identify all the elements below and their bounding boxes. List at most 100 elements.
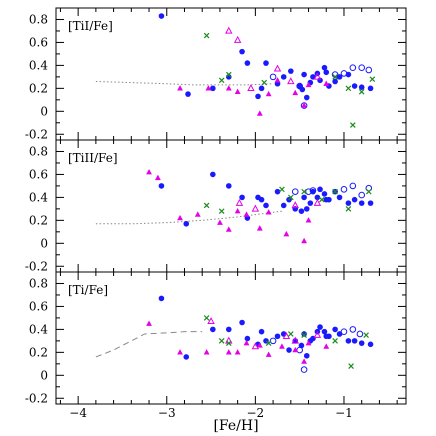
data-point-open-circle [340, 70, 348, 77]
data-point-open-circle [269, 73, 277, 81]
y-tick-label: 0.4 [29, 190, 48, 204]
data-point-filled-triangle [225, 226, 232, 232]
data-point-filled-circle [321, 191, 328, 197]
data-point-filled-triangle [217, 219, 223, 225]
data-point-filled-circle [367, 341, 374, 348]
y-tick-label: 0.6 [29, 35, 48, 49]
data-point-cross [301, 188, 307, 195]
data-point-open-circle [300, 366, 308, 373]
y-tick-label: 0.6 [29, 299, 48, 313]
y-tick-label: 0.4 [29, 58, 48, 72]
data-point-filled-triangle [283, 230, 290, 237]
data-point-open-triangle [251, 204, 260, 212]
data-point-cross [348, 363, 354, 369]
data-point-filled-circle [258, 328, 265, 335]
x-axis-title: [Fe/H] [213, 418, 258, 434]
data-point-filled-triangle [203, 349, 210, 355]
data-point-filled-triangle [256, 110, 263, 116]
data-point-open-circle [309, 187, 317, 194]
data-point-filled-circle [351, 83, 358, 89]
data-point-filled-triangle [225, 85, 232, 91]
data-point-filled-circle [280, 74, 287, 80]
data-point-filled-triangle [177, 349, 183, 355]
data-point-cross [225, 71, 232, 78]
data-point-filled-triangle [305, 339, 312, 346]
data-point-open-circle [340, 186, 348, 193]
panel-1: -0.2 0 0.2 0.4 0.6 0.8 [TiI/Fe] [25, 7, 407, 141]
data-point-filled-circle [225, 326, 232, 333]
data-point-filled-circle [239, 194, 245, 201]
data-point-open-circle [296, 82, 303, 90]
data-point-filled-circle [183, 354, 190, 360]
data-point-filled-circle [239, 319, 245, 326]
data-point-open-circle [291, 188, 299, 195]
data-point-filled-triangle [146, 168, 152, 175]
data-point-filled-circle [301, 331, 307, 337]
data-point-filled-triangle [194, 211, 201, 217]
panel-label: [Ti/Fe] [68, 283, 108, 297]
data-point-filled-circle [280, 202, 287, 209]
data-point-filled-circle [288, 68, 294, 74]
data-point-filled-circle [258, 196, 265, 203]
data-point-open-circle [305, 188, 312, 195]
data-point-open-triangle [235, 198, 244, 206]
data-point-filled-circle [317, 324, 323, 330]
panel-3: -0.2 0 0.2 0.4 0.6 0.8 [Ti/Fe] [25, 271, 407, 405]
y-tick-label: 0.8 [29, 12, 48, 26]
data-point-open-triangle [291, 201, 299, 209]
data-point-filled-circle [317, 186, 323, 193]
data-point-cross [345, 85, 352, 92]
data-point-filled-circle [274, 188, 281, 195]
data-point-filled-circle [299, 86, 306, 93]
data-point-filled-circle [210, 326, 216, 333]
y-tick-label: 0.2 [29, 213, 48, 227]
data-point-filled-triangle [305, 217, 312, 223]
data-point-filled-circle [321, 328, 328, 335]
data-point-filled-circle [336, 194, 343, 201]
data-point-open-triangle [247, 84, 255, 92]
data-point-filled-triangle [323, 80, 330, 86]
panel-2: -0.2 0 0.2 0.4 0.6 0.8 [TiII/Fe] [25, 139, 407, 273]
data-point-open-triangle [233, 35, 242, 43]
data-point-filled-triangle [243, 211, 250, 217]
data-point-filled-triangle [323, 343, 330, 349]
data-point-filled-circle [332, 78, 338, 85]
data-point-open-triangle [291, 336, 299, 344]
data-point-open-triangle [313, 198, 322, 206]
data-point-open-circle [349, 326, 357, 333]
data-point-cross [365, 188, 372, 195]
data-point-filled-triangle [234, 88, 241, 94]
data-point-cross [350, 122, 356, 128]
model-curve [95, 331, 203, 358]
data-point-cross [287, 194, 294, 201]
data-point-cross [225, 340, 232, 346]
data-point-filled-triangle [292, 89, 299, 96]
data-point-open-triangle [313, 72, 322, 80]
x-tick-label: −2 [247, 406, 265, 420]
data-point-filled-circle [303, 94, 310, 101]
data-point-filled-triangle [234, 349, 241, 355]
data-point-open-triangle [207, 317, 215, 325]
y-tick-label: 0.6 [29, 167, 48, 181]
y-tick-label: 0.4 [29, 322, 48, 336]
data-point-filled-circle [183, 220, 190, 227]
data-point-open-circle [365, 66, 373, 74]
data-point-filled-circle [263, 60, 269, 66]
data-point-filled-triangle [243, 339, 250, 346]
data-point-cross [287, 331, 294, 337]
data-point-cross [203, 32, 210, 39]
data-point-cross [279, 186, 285, 193]
data-point-cross [332, 338, 338, 344]
data-point-open-circle [358, 191, 365, 199]
y-tick-label: 0 [40, 104, 48, 118]
y-tick-label: -0.2 [25, 127, 48, 141]
y-tick-label: 0 [40, 368, 48, 382]
data-point-cross [218, 77, 225, 84]
data-point-filled-circle [321, 64, 328, 71]
data-point-filled-circle [358, 340, 365, 346]
data-point-filled-circle [367, 200, 374, 206]
data-point-cross [332, 188, 338, 195]
data-point-filled-circle [367, 85, 374, 92]
